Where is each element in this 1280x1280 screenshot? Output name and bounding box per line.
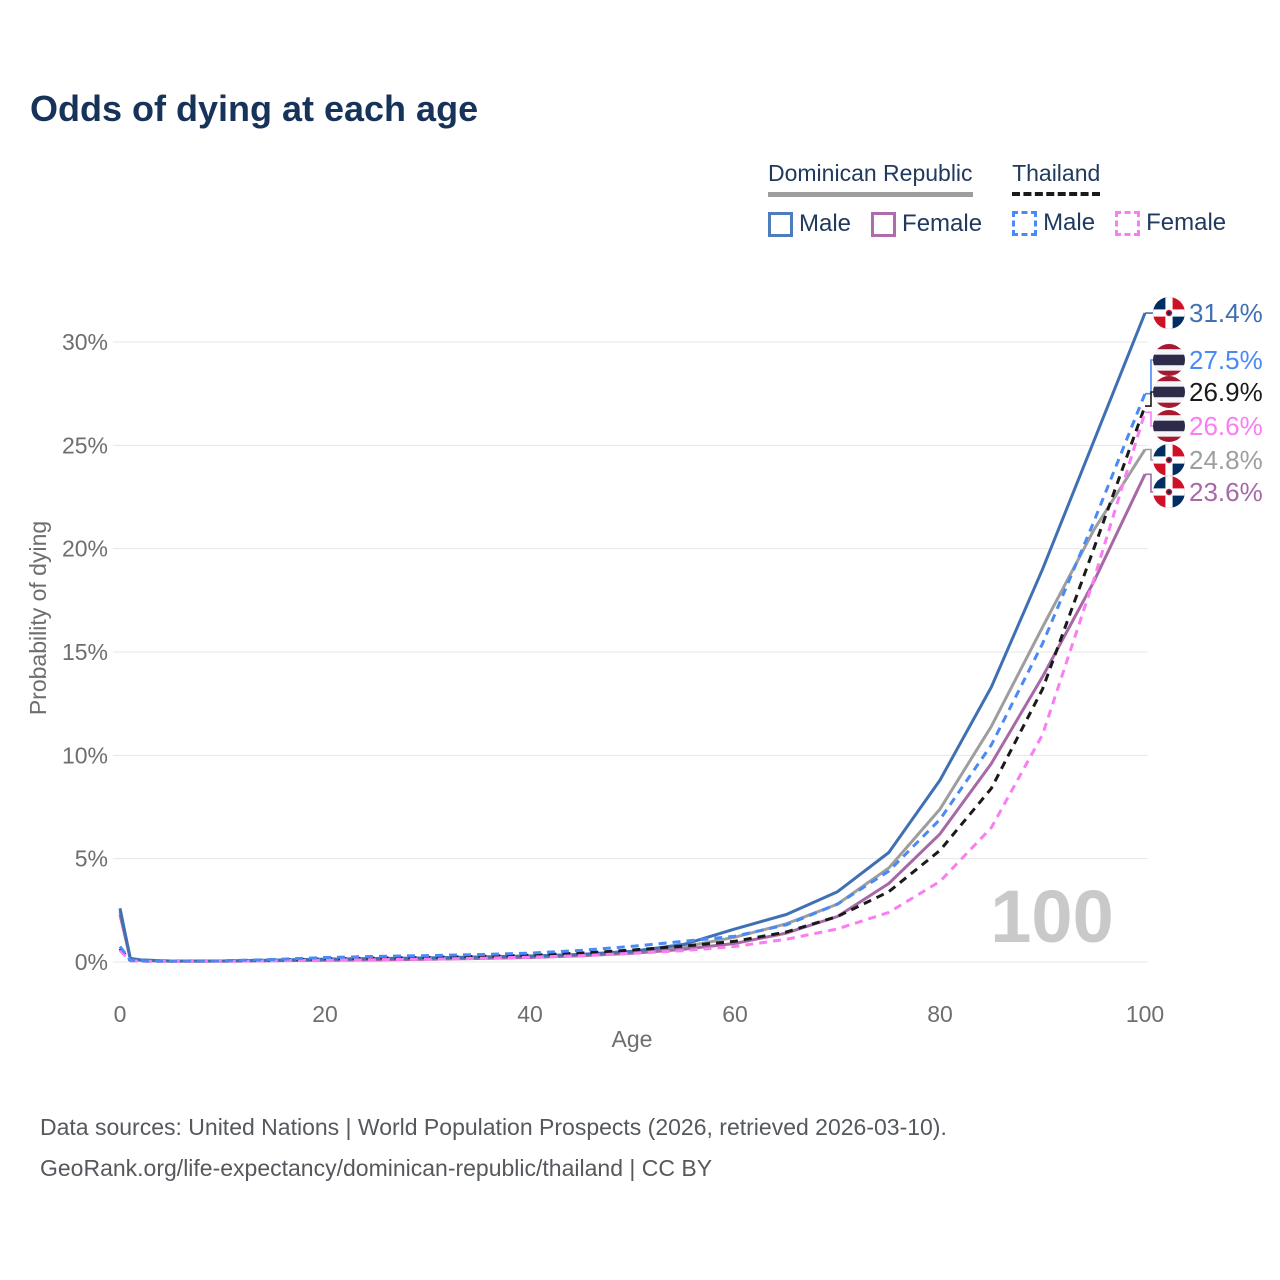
thailand-flag-icon — [1153, 344, 1185, 376]
legend-header-dominican-republic: Dominican Republic — [768, 160, 973, 197]
year-watermark: 100 — [990, 875, 1113, 958]
legend-item-dr-male[interactable]: Male — [768, 210, 851, 238]
end-label-connector — [1145, 391, 1153, 407]
chart-legend: Dominican Republic Male Female Thailand … — [768, 160, 1226, 238]
end-label-connector — [1145, 448, 1153, 461]
legend-item-th-female[interactable]: Female — [1115, 209, 1226, 237]
end-label-connector — [1145, 359, 1153, 395]
y-tick-label: 10% — [62, 742, 108, 768]
legend-item-th-male[interactable]: Male — [1012, 209, 1095, 237]
legend-header-thailand: Thailand — [1012, 160, 1101, 196]
x-axis-title: Age — [612, 1026, 653, 1052]
legend-item-label: Male — [1043, 209, 1096, 236]
dr-male-swatch-icon — [768, 211, 793, 237]
end-label-connector — [1145, 473, 1153, 493]
dominican-republic-flag-icon — [1153, 444, 1185, 476]
th-female-swatch-icon — [1115, 210, 1141, 236]
dominican-republic-flag-icon — [1153, 476, 1185, 508]
end-value-label-dominican-republic-total-: 24.8% — [1189, 445, 1263, 475]
end-value-label-thailand-total-: 26.9% — [1189, 377, 1263, 407]
legend-item-label: Male — [799, 210, 852, 237]
th-male-swatch-icon — [1012, 210, 1038, 236]
legend-group-thailand: Thailand Male Female — [1012, 160, 1226, 238]
series-line-dominican-republic-male — [118, 312, 1147, 963]
end-value-label-dominican-republic-female: 23.6% — [1189, 477, 1263, 507]
legend-items-thailand: Male Female — [1012, 209, 1226, 237]
y-tick-label: 0% — [75, 949, 108, 975]
end-label-connector — [1145, 411, 1153, 427]
thailand-flag-icon — [1153, 410, 1185, 442]
dr-female-swatch-icon — [871, 211, 897, 237]
page-title: Odds of dying at each age — [30, 88, 479, 129]
y-tick-label: 20% — [62, 536, 108, 562]
end-value-label-thailand-male: 27.5% — [1189, 345, 1263, 375]
legend-items-dominican-republic: Male Female — [768, 210, 982, 238]
attribution-text: GeoRank.org/life-expectancy/dominican-re… — [40, 1155, 713, 1181]
legend-item-dr-female[interactable]: Female — [871, 210, 982, 238]
y-tick-label: 5% — [75, 846, 108, 872]
end-value-label-thailand-female: 26.6% — [1189, 411, 1263, 441]
y-tick-label: 15% — [62, 639, 108, 665]
y-axis-title: Probability of dying — [25, 521, 51, 715]
legend-item-label: Female — [902, 210, 983, 237]
y-tick-label: 30% — [62, 329, 108, 355]
chart-footer: Data sources: United Nations | World Pop… — [40, 1107, 947, 1189]
y-tick-label: 25% — [62, 432, 108, 458]
end-value-label-dominican-republic-male: 31.4% — [1189, 298, 1263, 328]
dominican-republic-flag-icon — [1153, 297, 1185, 329]
thailand-flag-icon — [1153, 376, 1185, 408]
series-line-thailand-male — [118, 393, 1147, 963]
legend-group-dominican-republic: Dominican Republic Male Female — [768, 160, 982, 238]
x-tick-label: 0 — [114, 1001, 127, 1027]
legend-item-label: Female — [1146, 209, 1227, 236]
x-tick-label: 20 — [312, 1001, 338, 1027]
x-tick-label: 40 — [517, 1001, 543, 1027]
x-tick-label: 60 — [722, 1001, 748, 1027]
x-tick-label: 80 — [927, 1001, 953, 1027]
x-tick-label: 100 — [1126, 1001, 1164, 1027]
data-sources-text: Data sources: United Nations | World Pop… — [40, 1114, 947, 1140]
